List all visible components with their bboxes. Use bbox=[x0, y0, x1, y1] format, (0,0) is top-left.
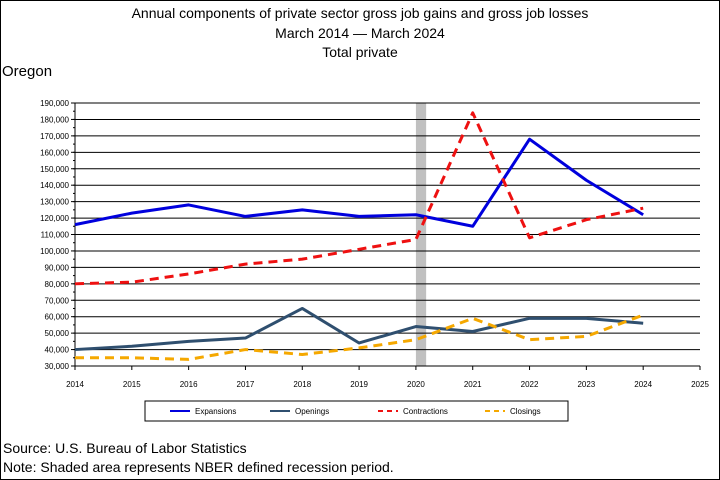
x-tick-label: 2018 bbox=[293, 380, 311, 389]
x-tick-label: 2021 bbox=[464, 380, 482, 389]
legend-label-closings: Closings bbox=[510, 407, 541, 416]
x-tick-label: 2019 bbox=[350, 380, 368, 389]
x-tick-label: 2025 bbox=[691, 380, 709, 389]
legend bbox=[144, 400, 569, 422]
recession-note: Note: Shaded area represents NBER define… bbox=[3, 459, 394, 475]
y-tick-label: 180,000 bbox=[40, 115, 69, 124]
x-tick-label: 2022 bbox=[521, 380, 539, 389]
legend-label-contractions: Contractions bbox=[403, 407, 448, 416]
legend-label-openings: Openings bbox=[295, 407, 329, 416]
y-tick-label: 170,000 bbox=[40, 132, 69, 141]
y-tick-label: 50,000 bbox=[45, 329, 70, 338]
x-tick-label: 2023 bbox=[577, 380, 595, 389]
y-tick-label: 100,000 bbox=[40, 247, 69, 256]
x-tick-label: 2014 bbox=[66, 380, 84, 389]
y-tick-label: 40,000 bbox=[45, 346, 70, 355]
source-note: Source: U.S. Bureau of Labor Statistics bbox=[3, 440, 247, 456]
series-line-contractions bbox=[74, 111, 644, 286]
chart-title: Annual components of private sector gros… bbox=[131, 5, 589, 21]
legend-label-expansions: Expansions bbox=[195, 407, 236, 416]
y-tick-label: 70,000 bbox=[45, 296, 70, 305]
chart-subtitle-sector: Total private bbox=[322, 44, 398, 60]
y-tick-label: 120,000 bbox=[40, 214, 69, 223]
y-tick-label: 190,000 bbox=[40, 99, 69, 108]
y-tick-label: 90,000 bbox=[45, 263, 70, 272]
x-tick-label: 2016 bbox=[180, 380, 198, 389]
x-tick-label: 2015 bbox=[123, 380, 141, 389]
y-tick-label: 150,000 bbox=[40, 165, 69, 174]
y-tick-label: 60,000 bbox=[45, 313, 70, 322]
region-label: Oregon bbox=[2, 63, 53, 80]
x-tick-label: 2017 bbox=[237, 380, 255, 389]
chart-subtitle-dates: March 2014 — March 2024 bbox=[275, 25, 445, 41]
y-tick-label: 80,000 bbox=[45, 280, 70, 289]
series-line-closings bbox=[75, 313, 644, 361]
y-tick-label: 30,000 bbox=[45, 362, 70, 371]
y-tick-label: 130,000 bbox=[40, 198, 69, 207]
series-line-expansions bbox=[74, 137, 644, 228]
series-line-openings bbox=[74, 306, 644, 352]
x-tick-label: 2020 bbox=[407, 380, 425, 389]
y-tick-label: 160,000 bbox=[40, 148, 69, 157]
x-tick-label: 2024 bbox=[634, 380, 652, 389]
y-tick-label: 110,000 bbox=[41, 231, 70, 240]
y-tick-label: 140,000 bbox=[40, 181, 69, 190]
